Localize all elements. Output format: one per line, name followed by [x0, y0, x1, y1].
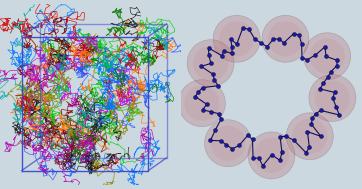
Point [333, 105, 339, 108]
Point [256, 156, 262, 159]
Point [307, 146, 312, 149]
Point [221, 50, 227, 53]
Point [308, 123, 314, 126]
Circle shape [309, 74, 356, 122]
Point [223, 143, 229, 146]
Point [234, 43, 240, 46]
Point [322, 45, 328, 48]
Point [318, 109, 324, 112]
Circle shape [315, 80, 350, 116]
Point [211, 78, 217, 81]
Circle shape [254, 138, 289, 173]
Point [299, 56, 305, 59]
Point [228, 37, 233, 40]
Point [219, 54, 225, 57]
Point [313, 112, 319, 115]
Point [291, 32, 296, 35]
Point [200, 108, 206, 111]
Point [317, 87, 323, 90]
Circle shape [304, 33, 351, 80]
Point [270, 38, 276, 41]
Point [283, 135, 289, 138]
Circle shape [262, 15, 309, 62]
Point [269, 153, 274, 156]
Point [198, 65, 204, 68]
Point [240, 27, 246, 30]
Point [336, 113, 342, 116]
Point [304, 58, 310, 61]
Point [212, 129, 218, 132]
Point [204, 103, 210, 106]
Point [207, 139, 213, 142]
Circle shape [219, 21, 254, 57]
Point [230, 147, 235, 150]
Point [332, 91, 337, 94]
Point [210, 73, 216, 76]
Point [330, 97, 336, 100]
Point [218, 139, 224, 142]
Point [246, 28, 252, 31]
Point [208, 110, 214, 113]
Circle shape [205, 120, 252, 167]
Point [264, 45, 270, 48]
Circle shape [210, 126, 245, 161]
Point [309, 117, 315, 120]
Point [296, 34, 302, 37]
Point [277, 37, 282, 40]
Point [245, 134, 251, 137]
Point [260, 164, 266, 167]
Point [206, 46, 211, 50]
Point [215, 84, 221, 87]
Point [299, 43, 304, 46]
Point [318, 135, 324, 138]
Point [323, 55, 329, 58]
Point [303, 151, 309, 154]
Circle shape [292, 119, 327, 154]
Point [279, 151, 285, 154]
Point [229, 45, 235, 48]
Point [193, 95, 198, 98]
Circle shape [310, 39, 345, 74]
Circle shape [178, 80, 226, 127]
Point [277, 135, 283, 138]
Point [229, 52, 235, 55]
Point [252, 38, 258, 41]
Circle shape [187, 40, 234, 87]
Point [320, 82, 326, 85]
Point [236, 144, 242, 147]
Circle shape [184, 86, 219, 121]
Point [304, 130, 310, 133]
Point [250, 157, 256, 160]
Circle shape [248, 132, 295, 179]
Point [216, 112, 222, 115]
Circle shape [193, 46, 228, 81]
Circle shape [286, 113, 333, 160]
Circle shape [213, 15, 260, 62]
Point [291, 139, 297, 142]
Point [218, 118, 224, 121]
Point [328, 70, 334, 73]
Point [334, 64, 340, 67]
Point [312, 53, 318, 57]
Point [277, 159, 283, 162]
Point [208, 62, 214, 65]
Point [325, 76, 331, 79]
Point [281, 41, 287, 44]
Point [195, 91, 201, 94]
Circle shape [268, 21, 303, 57]
Point [200, 86, 206, 89]
Point [206, 53, 212, 56]
Point [334, 59, 340, 62]
Point [250, 138, 256, 141]
Point [258, 41, 264, 44]
